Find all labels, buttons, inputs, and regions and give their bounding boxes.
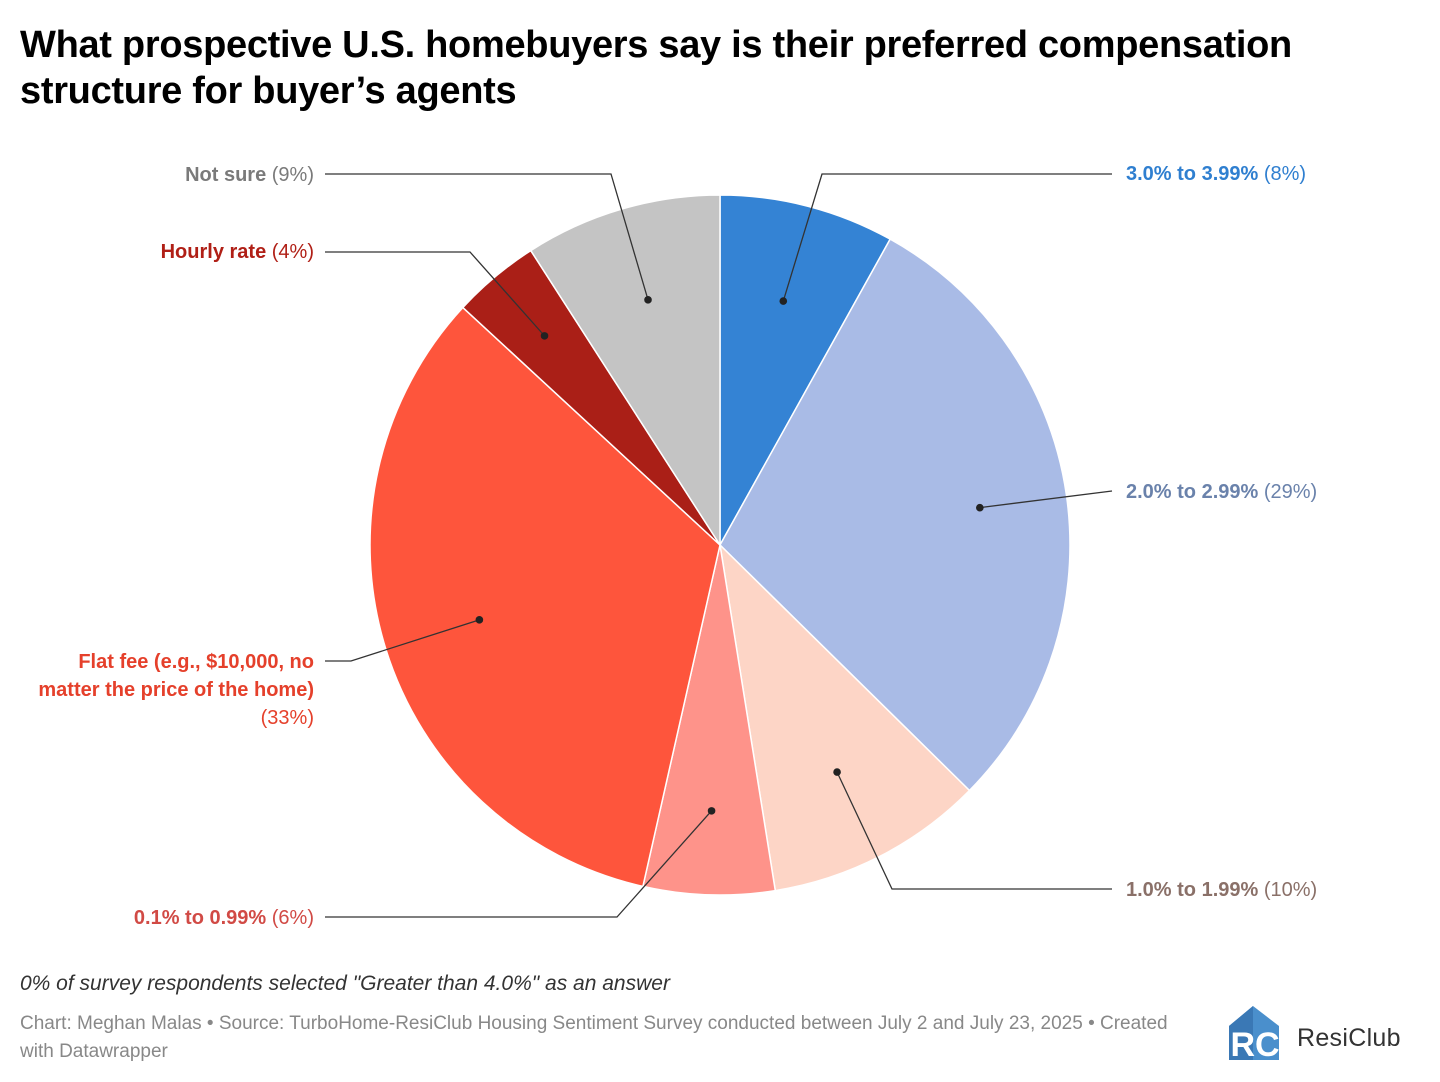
leader-dot-s0 [707, 807, 716, 815]
pie-slice-s2 [719, 238, 1071, 792]
pie-slice-flat [369, 306, 721, 888]
leader-line-s0 [325, 810, 713, 918]
label-name: Flat fee (e.g., $10,000, no matter the p… [38, 651, 314, 701]
leader-dot-notsure [644, 296, 652, 304]
label-percent: (33%) [260, 707, 314, 729]
brand-name: ResiClub [1297, 1024, 1401, 1052]
chart-title: What prospective U.S. homebuyers say is … [20, 24, 1292, 112]
pie-slice-s1 [718, 542, 971, 892]
leader-dot-s2 [976, 503, 984, 512]
label-percent: (8%) [1263, 163, 1307, 185]
leader-dot-hourly [540, 332, 549, 340]
label-name: Not sure [185, 164, 267, 186]
label-2-0-to-2-99: 2.0% to 2.99% (29%) [1126, 478, 1317, 506]
leader-dot-s3 [779, 297, 788, 305]
label-name: 1.0% to 1.99% [1126, 879, 1259, 901]
pie-slice-s3 [719, 194, 892, 548]
leader-line-notsure [325, 173, 649, 301]
label-0-1-to-0-99: 0.1% to 0.99% (6%) [64, 904, 314, 932]
label-name: Hourly rate [160, 241, 267, 263]
leader-line-flat [325, 619, 480, 662]
label-3-0-to-3-99: 3.0% to 3.99% (8%) [1126, 160, 1306, 188]
logo-letters: RC [1230, 1026, 1279, 1064]
footnote: 0% of survey respondents selected "Great… [20, 972, 670, 995]
resiclub-brand: RC ResiClub [1225, 1004, 1425, 1064]
source-credit: Chart: Meghan Malas • Source: TurboHome-… [20, 1013, 1168, 1062]
leader-line-s3 [782, 173, 1112, 302]
pie-slice-s0 [641, 544, 777, 896]
leader-dot-s1 [833, 768, 841, 776]
label-percent: (6%) [271, 907, 314, 929]
label-percent: (10%) [1263, 879, 1318, 901]
label-hourly-rate: Hourly rate (4%) [64, 238, 314, 266]
resiclub-logo-icon: RC [1229, 1006, 1280, 1064]
label-percent: (9%) [271, 164, 314, 186]
leader-line-s2 [979, 490, 1113, 509]
label-1-0-to-1-99: 1.0% to 1.99% (10%) [1126, 876, 1317, 904]
leader-dot-flat [475, 616, 484, 624]
leader-line-s1 [836, 771, 1112, 890]
label-name: 0.1% to 0.99% [133, 907, 267, 929]
label-name: 2.0% to 2.99% [1126, 481, 1259, 503]
label-percent: (4%) [271, 241, 314, 263]
label-flat-fee: Flat fee (e.g., $10,000, no matter the p… [24, 648, 314, 732]
leader-line-hourly [325, 251, 546, 337]
label-not-sure: Not sure (9%) [64, 161, 314, 189]
label-name: 3.0% to 3.99% [1126, 163, 1259, 185]
label-percent: (29%) [1263, 481, 1318, 503]
